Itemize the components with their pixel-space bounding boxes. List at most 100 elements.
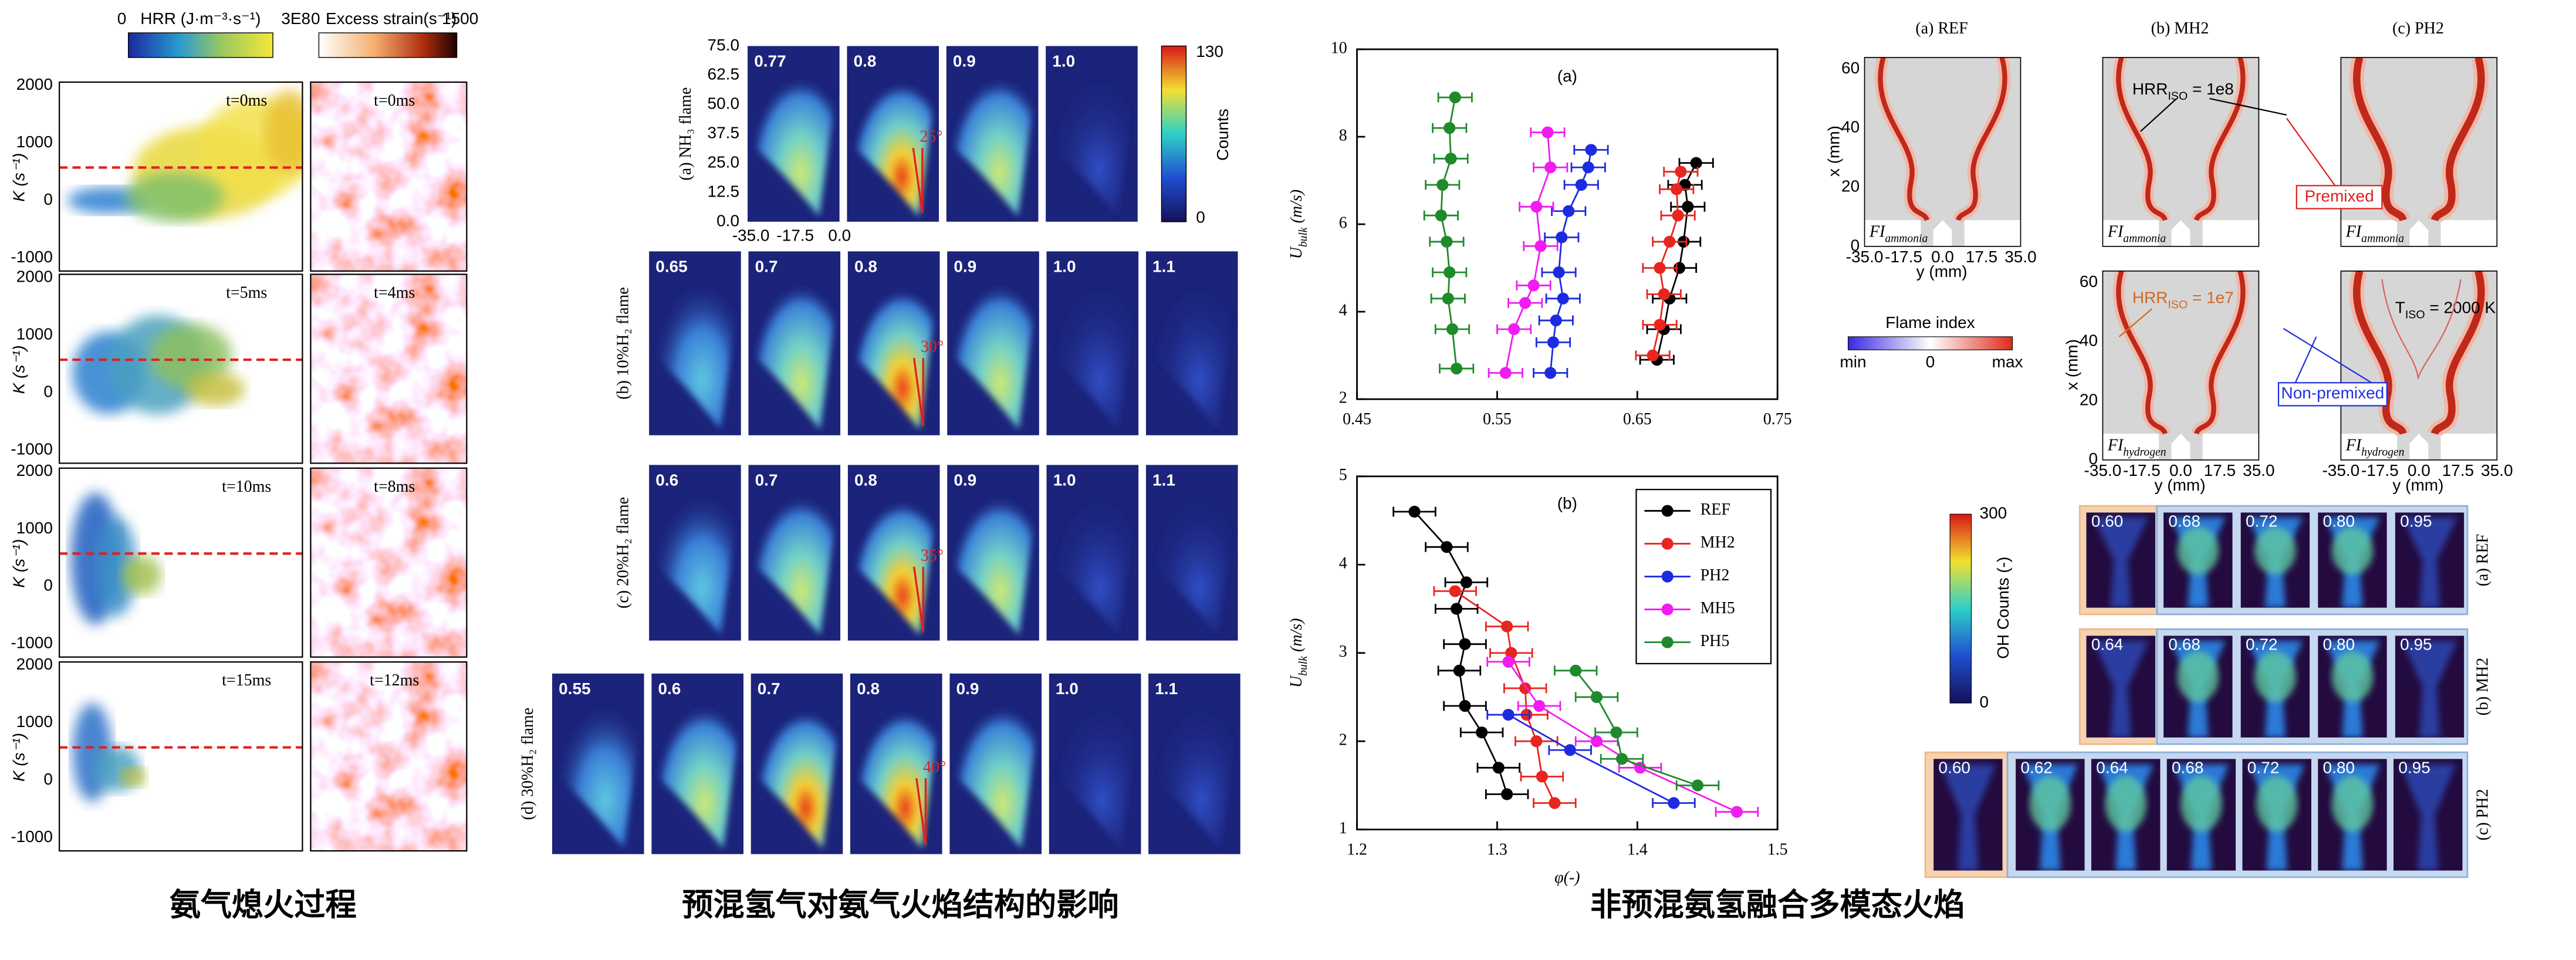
panel-frame — [58, 467, 303, 658]
annotation-box — [2277, 382, 2388, 407]
data-point — [1492, 762, 1505, 774]
point-cloud — [97, 517, 137, 616]
text-part: = 1e7 — [2188, 289, 2234, 307]
x-tick-label: 17.5 — [2204, 461, 2236, 479]
flame-front — [2116, 271, 2168, 435]
nozzle — [2102, 434, 2259, 460]
y-tick-label: 0 — [43, 576, 53, 594]
flame-image — [649, 251, 741, 435]
y-tick-label: 1 — [1339, 819, 1347, 837]
y-tick-label: 10 — [1331, 39, 1347, 57]
angle-marker — [912, 566, 925, 632]
flame — [1047, 58, 1134, 217]
data-point — [1502, 708, 1515, 721]
strain-image — [310, 274, 467, 464]
diagram-bg — [1864, 57, 2021, 246]
angle-label: 25° — [919, 128, 942, 146]
scatter-panel — [59, 662, 303, 851]
data-point — [1502, 655, 1515, 668]
flame — [948, 58, 1034, 217]
x-tick-label: 35.0 — [2004, 248, 2036, 266]
angle-marker — [912, 147, 924, 214]
oh-plume — [2093, 517, 2149, 608]
data-point — [1499, 367, 1512, 379]
text-part: = 1e8 — [2188, 80, 2234, 98]
time-label: t=8ms — [374, 478, 415, 496]
data-point — [1575, 178, 1587, 191]
annotation: Premixed — [2304, 187, 2374, 205]
flame-image — [748, 46, 840, 222]
point-cloud — [125, 172, 224, 222]
y-tick-label: 2 — [1339, 389, 1347, 407]
oh-plume — [2093, 641, 2149, 738]
phi-label: 0.9 — [953, 52, 976, 70]
phi-label: 1.0 — [1052, 52, 1075, 70]
data-point — [1501, 620, 1513, 633]
colorbar-tick: 1500 — [442, 9, 478, 28]
nozzle — [2341, 434, 2497, 460]
flame-image — [1046, 46, 1138, 222]
y-tick-label: 40 — [1841, 118, 1860, 136]
y-axis-label: K (s⁻¹) — [9, 539, 28, 588]
flame-image — [1049, 673, 1141, 854]
flame-diagram — [2102, 271, 2259, 460]
phi-label: 0.64 — [2096, 758, 2128, 776]
y-tick-label: 0 — [43, 770, 53, 788]
oh-plume — [2400, 764, 2456, 871]
angle-label: 40° — [923, 758, 946, 776]
colorbar-label: Flame index — [1885, 313, 1975, 332]
x-tick-label: 1.5 — [1767, 840, 1788, 858]
flame-image — [1046, 465, 1139, 641]
x-axis-label: φ(-) — [1554, 868, 1580, 887]
oh-plume — [1940, 764, 1996, 871]
flame-image — [751, 673, 843, 854]
flame-front — [2193, 271, 2246, 435]
data-point — [1582, 161, 1594, 174]
data-point — [1682, 201, 1694, 213]
y-tick-label: 2000 — [16, 461, 53, 479]
flame-front — [1878, 57, 1929, 221]
phi-label: 0.8 — [857, 680, 880, 698]
data-point — [1549, 797, 1561, 809]
data-point — [1668, 797, 1680, 809]
data-point — [1691, 779, 1704, 792]
phi-label: 1.0 — [1053, 258, 1076, 276]
phi-label: 0.7 — [758, 680, 780, 698]
point-cloud — [120, 767, 147, 787]
panel-frame — [2102, 271, 2260, 461]
oh-image — [2240, 636, 2310, 738]
flame — [1147, 476, 1233, 636]
x-tick-label: -35.0 — [2322, 461, 2359, 479]
legend-marker — [1661, 505, 1674, 517]
row-label: (a) REF — [2473, 534, 2492, 586]
annotation: Non-premixed — [2281, 384, 2384, 402]
x-tick-label: 0.0 — [1931, 248, 1954, 266]
flame-image — [947, 251, 1039, 435]
colorbar-tick: 3E8 — [281, 9, 310, 28]
annotation: HRRISO = 1e8 — [2132, 80, 2234, 103]
y-tick-label: 50.0 — [708, 94, 739, 113]
flame — [849, 264, 935, 430]
data-point — [1519, 297, 1532, 309]
text-part: (m/s) — [1287, 618, 1306, 657]
x-tick-label: 1.2 — [1347, 840, 1367, 858]
flame-front — [2430, 57, 2485, 222]
phi-label: 1.0 — [1053, 471, 1076, 489]
y-tick-label: 2000 — [16, 267, 53, 285]
data-point — [1530, 735, 1543, 748]
colorbar — [1161, 45, 1187, 222]
flame — [949, 476, 1035, 636]
flame-image — [947, 465, 1039, 641]
y-tick-label: 0 — [2088, 449, 2098, 468]
phi-label: 1.1 — [1152, 258, 1175, 276]
oh-core — [2254, 651, 2296, 702]
flame-front — [2193, 57, 2246, 221]
x-tick-label: 0.65 — [1623, 410, 1652, 428]
data-point — [1563, 205, 1575, 217]
y-tick-label: 75.0 — [708, 36, 739, 54]
colorbar-tick: 130 — [1196, 42, 1223, 60]
x-tick-label: 0.45 — [1343, 410, 1371, 428]
y-tick-label: 40 — [2080, 332, 2098, 350]
oh-image — [2393, 759, 2463, 871]
